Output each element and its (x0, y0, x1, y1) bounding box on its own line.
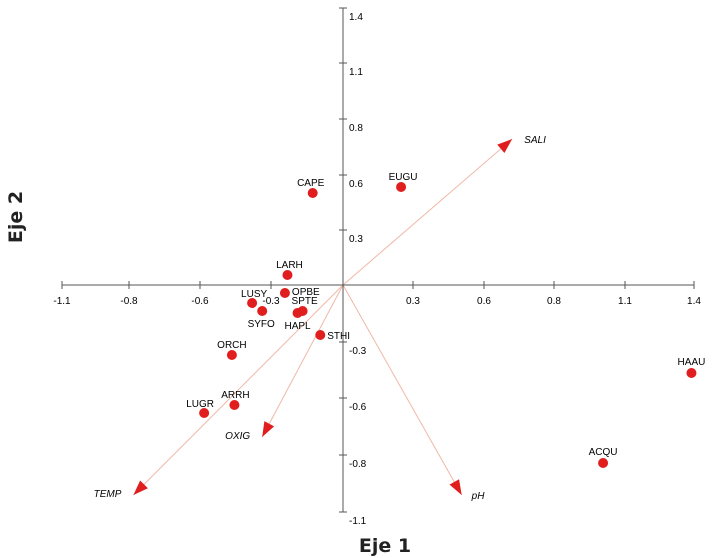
vector-label: TEMP (94, 489, 122, 500)
y-tick-label: 0.3 (349, 234, 363, 245)
vector-label: OXIG (225, 431, 250, 442)
point-label: SPTE (292, 296, 318, 307)
vector-label: SALI (524, 135, 546, 146)
tick-layer: -1.1 -0.8 -0.6 -0.3 0.3 0.6 0.8 1.1 1.4 1.4 1.1 0.8… (53, 7, 701, 527)
point-label: STHI (327, 331, 350, 342)
point-label: LARH (276, 260, 303, 271)
data-point (279, 288, 290, 298)
data-point (396, 182, 407, 192)
x-tick-label: -0.6 (191, 296, 209, 307)
point-label: LUSY (241, 289, 267, 300)
y-tick-label: 0.8 (349, 123, 363, 134)
y-tick-label: -1.1 (349, 516, 367, 527)
y-tick-label: 1.1 (349, 67, 363, 78)
data-point (686, 368, 697, 378)
point-label: CAPE (297, 178, 325, 189)
vector-layer: SALI OXIG TEMP pH (94, 135, 546, 502)
y-tick-label: 1.4 (349, 12, 363, 23)
point-label: HAPL (284, 321, 311, 332)
point-label: ARRH (221, 390, 249, 401)
point-layer: EUGU CAPE LARH OPBE LUSY SYFO SPTE HAPL STHI ORCH… (186, 172, 705, 468)
vector-line (261, 284, 344, 438)
point-label: EUGU (389, 172, 418, 183)
y-tick-label: -0.6 (349, 402, 367, 413)
vector-label: pH (471, 491, 486, 502)
y-tick-label: -0.3 (349, 346, 367, 357)
point-label: OPBE (292, 287, 320, 298)
point-label: HAAU (678, 357, 706, 368)
vector-arrowhead (133, 480, 148, 495)
vector-arrowhead (262, 421, 275, 437)
y-tick-label: 0.6 (349, 179, 363, 190)
x-tick-label: -0.3 (262, 296, 280, 307)
data-point (307, 188, 318, 198)
x-tick-label: -1.1 (53, 296, 71, 307)
x-tick-label: 0.8 (547, 296, 561, 307)
point-label: LUGR (186, 399, 214, 410)
x-tick-label: 0.6 (477, 296, 491, 307)
data-point (226, 350, 237, 360)
x-tick-label: 1.4 (687, 296, 701, 307)
point-label: ACQU (589, 447, 618, 458)
vector-arrowhead (497, 139, 513, 153)
x-tick-label: -0.8 (120, 296, 138, 307)
x-tick-label: 1.1 (618, 296, 632, 307)
data-point (598, 458, 609, 468)
x-tick-label: 0.3 (406, 296, 420, 307)
data-point (282, 270, 293, 280)
data-point (315, 330, 326, 340)
data-point (257, 306, 268, 316)
data-point (229, 400, 240, 410)
data-point (292, 308, 303, 318)
axes-layer (62, 8, 694, 512)
data-point (199, 408, 210, 418)
y-axis-title: Eje 2 (5, 191, 27, 243)
data-point (247, 298, 258, 308)
point-label: ORCH (217, 340, 246, 351)
vector-line (342, 284, 463, 496)
vector-line (133, 284, 344, 496)
vector-line (342, 138, 513, 286)
y-tick-label: -0.8 (349, 459, 367, 470)
point-label: SYFO (248, 319, 275, 330)
vector-arrowhead (449, 479, 462, 495)
x-axis-title: Eje 1 (359, 535, 411, 557)
